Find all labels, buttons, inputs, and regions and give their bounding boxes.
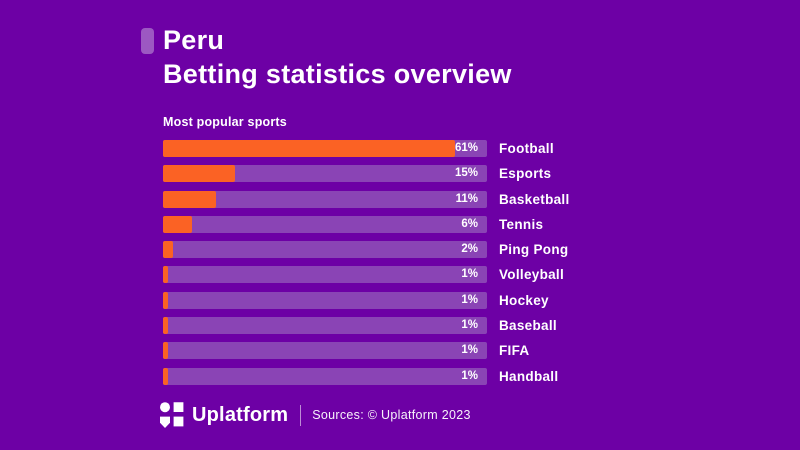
- bar-value-label: 11%: [455, 192, 478, 205]
- bar-category-label: Basketball: [499, 191, 570, 207]
- bar-value-label: 61%: [454, 142, 478, 154]
- bar-track: 1%: [163, 342, 487, 360]
- bar-category-label: Volleyball: [499, 267, 565, 283]
- chart-row: 2% Ping Pong: [163, 241, 570, 259]
- bar-track: 11%: [163, 190, 487, 208]
- chart-title: Most popular sports: [163, 115, 287, 129]
- bar-track: 15%: [163, 165, 487, 183]
- brand-name: Uplatform: [192, 403, 289, 426]
- sources-text: Sources: © Uplatform 2023: [312, 408, 471, 422]
- bar-fill: [163, 165, 235, 183]
- bar-fill: [163, 215, 192, 233]
- chart-rows: 61% Football 15% Esports 11% Basketball 6% Tenn…: [163, 140, 570, 385]
- chart-row: 15% Esports: [163, 165, 570, 183]
- chart-row: 6% Tennis: [163, 215, 570, 233]
- bar-value-label: 1%: [461, 369, 478, 382]
- footer-separator: [300, 404, 302, 426]
- bar-track: 61%: [163, 140, 487, 157]
- bar-value-label: 1%: [461, 319, 478, 332]
- bar-fill: [163, 367, 168, 385]
- chart-row: 1% Volleyball: [163, 266, 570, 284]
- bar-fill: [163, 342, 168, 360]
- page-title-line2: Betting statistics overview: [163, 59, 512, 89]
- bar-fill: [163, 241, 173, 259]
- bar-value-label: 15%: [454, 167, 478, 180]
- chart-row: 1% Baseball: [163, 317, 570, 335]
- chart-row: 1% Handball: [163, 367, 570, 385]
- title-accent-square: [141, 28, 154, 54]
- chart-row: 1% Hockey: [163, 291, 570, 309]
- uplatform-logo-icon: [160, 402, 184, 428]
- chart-row: 61% Football: [163, 140, 570, 157]
- bar-track: 6%: [163, 215, 487, 233]
- bar-category-label: Esports: [499, 166, 552, 182]
- bar-value-label: 1%: [461, 268, 478, 281]
- bar-track: 2%: [163, 241, 487, 259]
- bar-category-label: Handball: [499, 368, 559, 384]
- bar-track: 1%: [163, 317, 487, 335]
- footer: Uplatform Sources: © Uplatform 2023: [160, 402, 471, 428]
- bar-fill: [163, 190, 216, 208]
- page-title-line1: Peru: [163, 25, 225, 55]
- bar-category-label: Baseball: [499, 318, 557, 334]
- bar-category-label: Tennis: [499, 216, 544, 232]
- bar-fill: [163, 266, 168, 284]
- bar-fill: [163, 291, 168, 309]
- bar-category-label: Football: [499, 141, 554, 156]
- bar-fill: [163, 317, 168, 335]
- bar-category-label: FIFA: [499, 343, 530, 359]
- bar-value-label: 2%: [461, 243, 478, 256]
- bar-track: 1%: [163, 291, 487, 309]
- bar-fill: [163, 140, 455, 157]
- chart-row: 11% Basketball: [163, 190, 570, 208]
- bar-track: 1%: [163, 266, 487, 284]
- bar-value-label: 1%: [461, 344, 478, 357]
- page-title: Peru Betting statistics overview: [163, 23, 512, 91]
- bar-category-label: Ping Pong: [499, 242, 569, 258]
- bar-value-label: 1%: [461, 293, 478, 306]
- chart-row: 1% FIFA: [163, 342, 570, 360]
- bar-value-label: 6%: [461, 217, 478, 230]
- bar-track: 1%: [163, 367, 487, 385]
- bar-category-label: Hockey: [499, 292, 549, 308]
